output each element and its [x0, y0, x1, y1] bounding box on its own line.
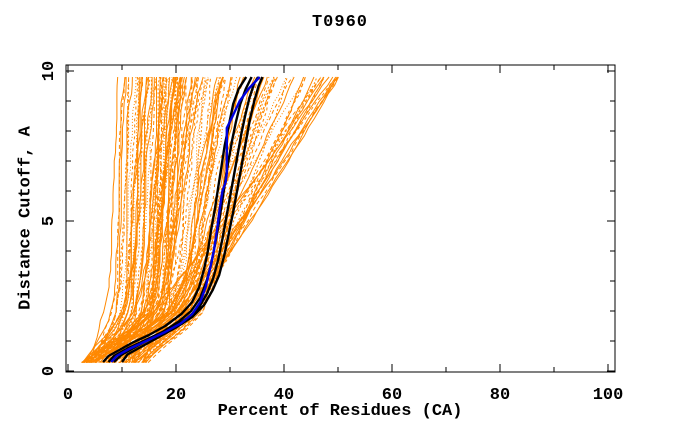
model-curve-orange: [81, 76, 198, 364]
y-axis-label: Distance Cutoff, A: [16, 126, 36, 310]
model-curve-orange: [106, 76, 165, 363]
model-curve-orange: [134, 77, 162, 363]
model-curve-orange: [88, 76, 233, 364]
model-curve-orange: [118, 76, 209, 363]
x-tick-label: 60: [382, 386, 402, 405]
model-curve-orange: [98, 77, 127, 363]
model-curve-orange: [121, 76, 183, 363]
model-curve-orange: [125, 76, 278, 363]
model-curve-orange: [132, 76, 306, 363]
model-curve-black: [102, 76, 248, 363]
model-curve-orange: [96, 76, 157, 363]
model-curve-orange: [112, 76, 178, 363]
model-curve-orange: [103, 76, 194, 363]
model-curve-orange: [105, 77, 139, 363]
model-curve-orange: [90, 77, 130, 363]
model-curve-orange: [102, 76, 245, 363]
y-tick-label: 5: [40, 216, 59, 226]
model-curve-orange: [83, 76, 220, 364]
model-curve-orange: [137, 76, 288, 363]
model-curve-orange: [113, 76, 204, 363]
y-tick-label: 0: [40, 366, 59, 376]
model-curve-orange: [87, 76, 119, 363]
x-tick-label: 20: [166, 386, 186, 405]
model-curve-orange: [108, 77, 155, 363]
model-curve-orange: [94, 76, 232, 364]
model-curve-orange: [119, 77, 157, 363]
chart-title: T0960: [311, 13, 368, 32]
model-curve-orange: [89, 77, 143, 363]
model-curve-orange: [103, 77, 138, 363]
model-curve-orange: [89, 76, 126, 363]
model-curve-orange: [90, 76, 287, 364]
x-tick-label: 0: [63, 386, 73, 405]
model-curve-black: [121, 76, 264, 363]
model-curve-orange: [101, 76, 338, 363]
model-curve-orange: [81, 76, 256, 364]
model-curve-orange: [119, 76, 181, 363]
model-curve-orange: [126, 76, 337, 363]
model-curve-blue: [110, 76, 261, 363]
x-tick-label: 100: [593, 386, 624, 405]
x-axis-label: Percent of Residues (CA): [217, 402, 463, 421]
model-curve-orange: [115, 76, 193, 363]
model-curve-orange: [145, 76, 258, 363]
y-tick-label: 10: [40, 61, 59, 81]
x-tick-label: 80: [490, 386, 510, 405]
model-curve-orange: [86, 76, 198, 363]
model-curve-orange: [99, 77, 152, 363]
plot-frame: [65, 64, 616, 373]
model-curve-orange: [122, 76, 181, 363]
model-curve-orange: [85, 76, 330, 363]
x-tick-label: 40: [274, 386, 294, 405]
model-curve-orange: [92, 76, 177, 363]
